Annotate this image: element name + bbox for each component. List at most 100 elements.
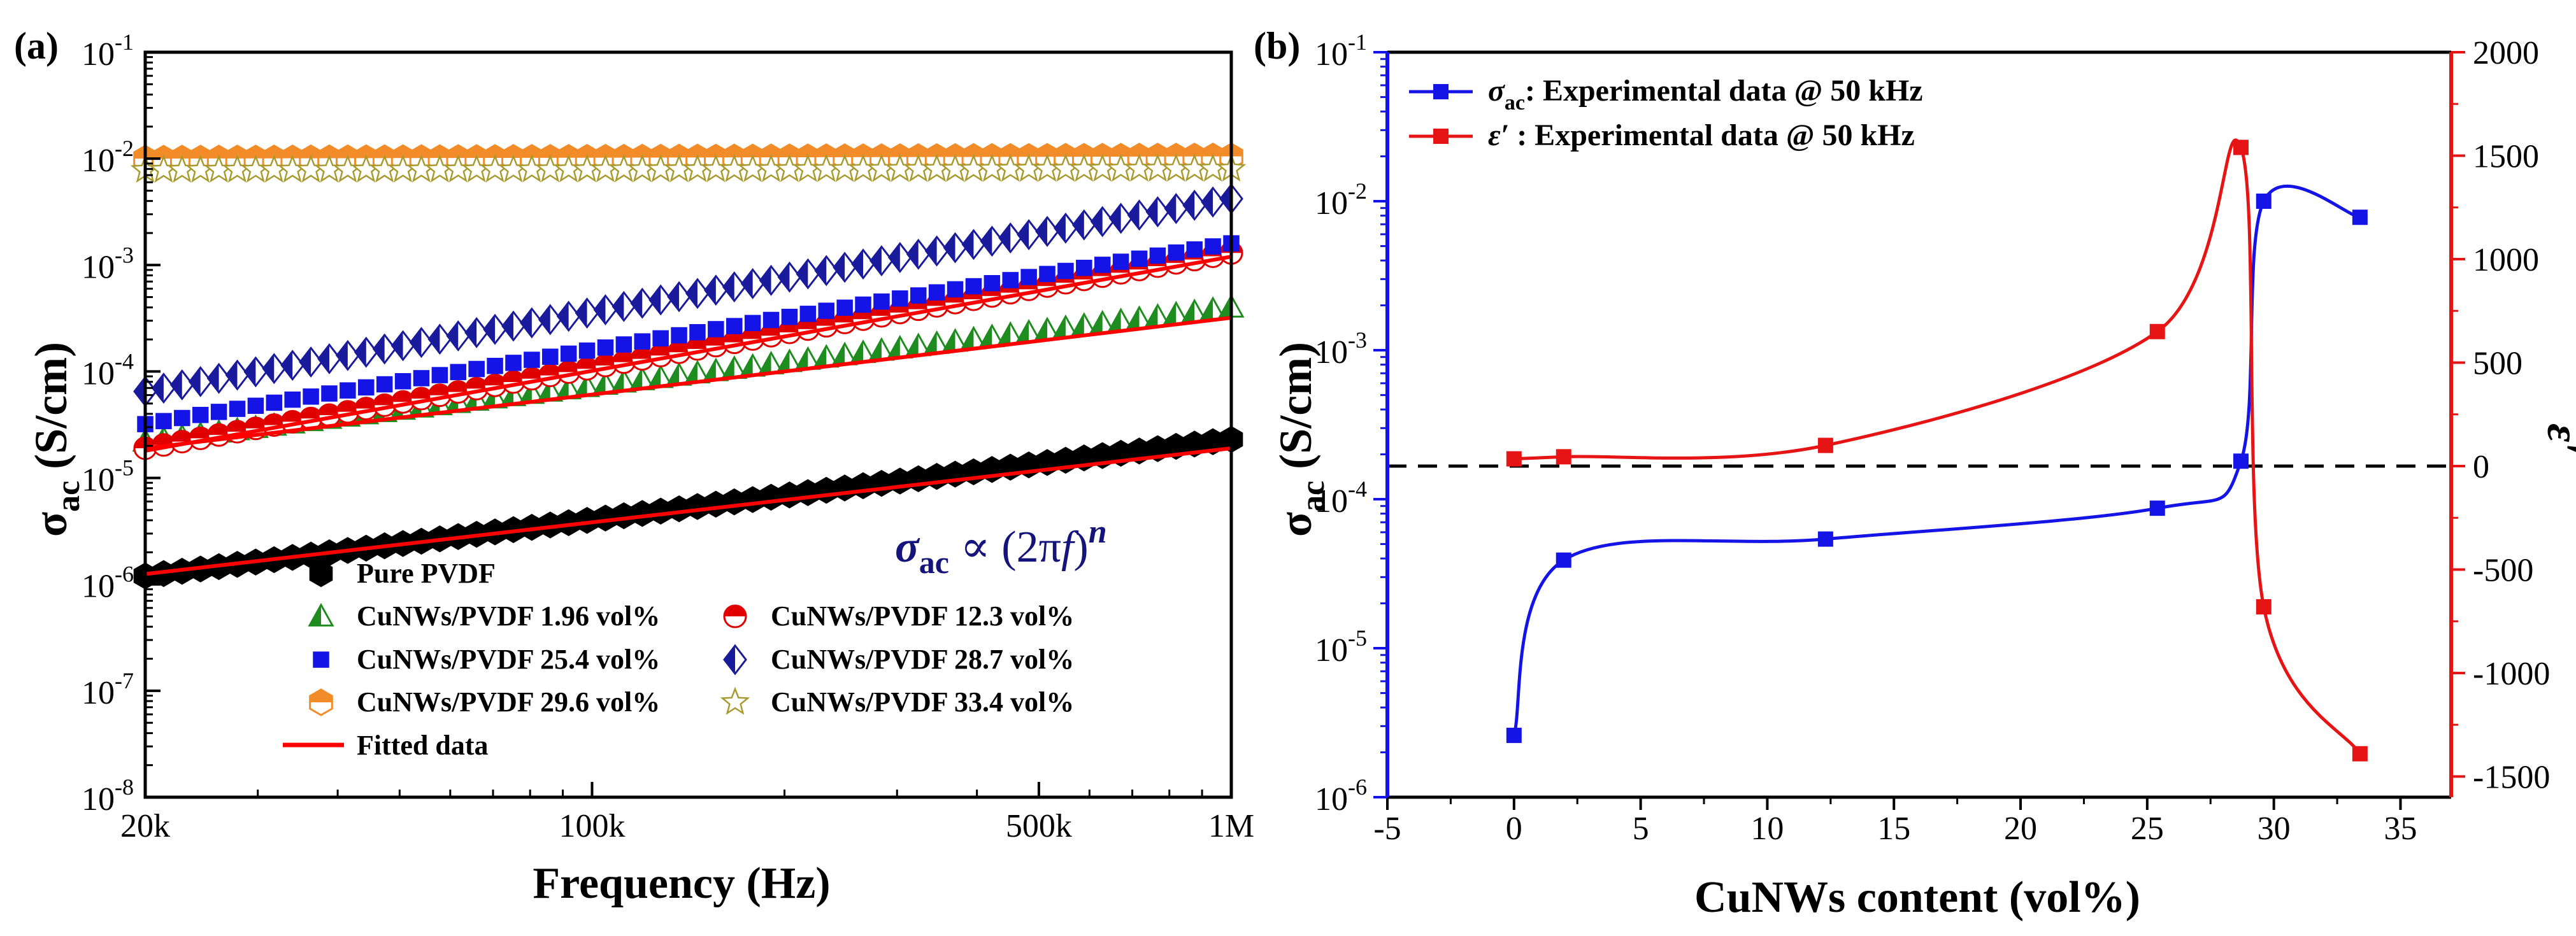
panel-a-label: (a) — [14, 25, 59, 67]
panel-a-data-point-fill — [1147, 197, 1158, 226]
panel-a-data-point-fill — [962, 144, 985, 157]
panel-a-data-point-shape — [928, 284, 945, 301]
panel-a-data-point-shape — [818, 302, 834, 319]
panel-a-legend-label: CuNWs/PVDF 29.6 vol% — [357, 686, 660, 718]
panel-a-data-point-shape — [892, 290, 908, 307]
panel-a-data-point-shape — [560, 345, 577, 362]
panel-a-data-point-fill — [429, 325, 440, 353]
panel-a-data-point-fill — [355, 397, 377, 409]
panel-b-legend-marker — [1433, 84, 1449, 99]
panel-b-data-point — [2149, 500, 2165, 516]
panel-a-data-point — [1127, 199, 1152, 231]
panel-a-data-point — [961, 229, 986, 260]
panel-a-y-tick-exponent: -1 — [115, 29, 134, 55]
panel-a-data-point-fill — [447, 145, 469, 159]
panel-a-data-point — [818, 302, 834, 319]
panel-a-data-point-fill — [557, 145, 580, 158]
panel-a-data-point — [1017, 219, 1041, 250]
panel-a-legend-label: CuNWs/PVDF 1.96 vol% — [357, 600, 660, 632]
panel-a-data-point-fill — [1054, 144, 1077, 157]
panel-a-legend-marker-shape — [720, 686, 750, 715]
panel-a-data-point — [781, 308, 798, 325]
panel-a-data-point — [667, 281, 691, 313]
panel-b-x-tick-label: 30 — [2258, 811, 2291, 847]
panel-a-data-point-fill — [484, 374, 506, 386]
panel-a-data-point — [593, 294, 618, 325]
panel-a-data-point-fill — [226, 361, 238, 390]
panel-a-data-point-fill — [723, 273, 734, 301]
panel-a-data-point-shape — [578, 342, 596, 359]
panel-a-x-axis-title: Frequency (Hz) — [533, 859, 830, 908]
panel-a-data-point-fill — [483, 145, 506, 159]
panel-a-data-point-fill — [1201, 143, 1224, 157]
panel-b-x-tick-label: 20 — [2004, 811, 2037, 847]
panel-a-power-law-annotation: σac ∝ (2πf)n — [895, 514, 1107, 580]
panel-a-legend-marker-fill — [310, 690, 333, 702]
panel-a-data-point-shape — [965, 278, 982, 295]
panel-a-data-point — [1149, 247, 1166, 264]
panel-a-y-tick-label: 10-6 — [82, 562, 134, 605]
panel-a-data-point-fill — [650, 286, 661, 315]
panel-a-data-point — [634, 333, 651, 350]
panel-a-data-point-fill — [705, 334, 727, 346]
panel-a-y-tick-label: 10-3 — [82, 242, 134, 285]
panel-a-x-tick-label: 500k — [1006, 808, 1072, 844]
panel-a-data-point-shape — [1094, 257, 1111, 273]
panel-a-y-tick-exponent: -6 — [115, 562, 134, 587]
panel-a-data-point-fill — [1127, 307, 1140, 329]
panel-a-data-point-fill — [613, 292, 624, 321]
panel-b-legend-subscript: ac — [1505, 91, 1525, 115]
panel-a-data-point-fill — [262, 145, 285, 159]
panel-a-data-point — [1168, 244, 1185, 261]
panel-a-data-point-fill — [668, 282, 680, 311]
panel-a-data-point-fill — [797, 260, 808, 288]
panel-a-data-point-fill — [466, 318, 477, 347]
panel-a-data-point-fill — [447, 381, 469, 392]
panel-a-y-tick-label: 10-2 — [82, 136, 134, 179]
panel-a-fit-line — [145, 316, 1232, 450]
panel-a-data-point-fill — [926, 237, 937, 266]
panel-a-data-point-fill — [1183, 300, 1195, 322]
panel-a-data-point-fill — [1146, 305, 1158, 326]
panel-a-data-point-fill — [300, 348, 311, 376]
panel-a-y-tick-label: 10-8 — [82, 774, 134, 818]
panel-a-data-point-fill — [833, 144, 856, 157]
panel-b-left-tick-base: 10 — [1315, 632, 1348, 669]
panel-a-data-point-fill — [318, 344, 329, 373]
panel-b-left-tick-label: 10-5 — [1315, 625, 1367, 669]
panel-a-y-axis-title: σac (S/cm) — [25, 342, 87, 537]
panel-a-data-point — [427, 323, 452, 355]
panel-a-data-point-fill — [355, 145, 378, 159]
panel-a-data-point-fill — [171, 430, 193, 442]
panel-a-data-point-fill — [722, 357, 734, 378]
panel-a-data-point-fill — [778, 145, 801, 158]
panel-a-data-point-shape — [744, 315, 761, 332]
panel-a-data-point-shape — [450, 364, 467, 381]
panel-a-legend-marker-fill — [724, 646, 735, 674]
panel-a-data-point-fill — [501, 384, 513, 406]
panel-a-data-point-fill — [852, 144, 875, 157]
panel-a-data-point-shape — [210, 404, 227, 420]
panel-a-data-point-fill — [428, 145, 451, 159]
panel-a-data-point-fill — [889, 144, 912, 157]
panel-b-data-point — [1506, 451, 1522, 467]
panel-a-data-point — [487, 357, 503, 374]
panel-a-data-point — [169, 369, 194, 401]
panel-a-data-point — [284, 391, 301, 408]
panel-b-left-y-axis-title: σac (S/cm) — [1270, 342, 1331, 537]
panel-a-data-point — [892, 290, 908, 307]
panel-b-legend-text: : Experimental data @ 50 kHz — [1509, 118, 1915, 152]
panel-a-y-tick-exponent: -7 — [115, 668, 134, 693]
panel-a-data-point-shape — [1205, 238, 1221, 255]
panel-a-data-point-fill — [226, 420, 248, 432]
panel-a-data-point — [1186, 241, 1203, 258]
panel-b-series-line — [1513, 138, 2361, 755]
panel-a-data-point-fill — [282, 351, 293, 379]
panel-a-data-point-shape — [266, 394, 283, 411]
panel-a-data-point-fill — [649, 366, 661, 387]
panel-b-legend-symbol: σ — [1488, 74, 1505, 108]
panel-a-data-point — [744, 315, 761, 332]
panel-b-x-tick-label: 25 — [2131, 811, 2164, 847]
panel-a-data-point — [321, 385, 338, 402]
